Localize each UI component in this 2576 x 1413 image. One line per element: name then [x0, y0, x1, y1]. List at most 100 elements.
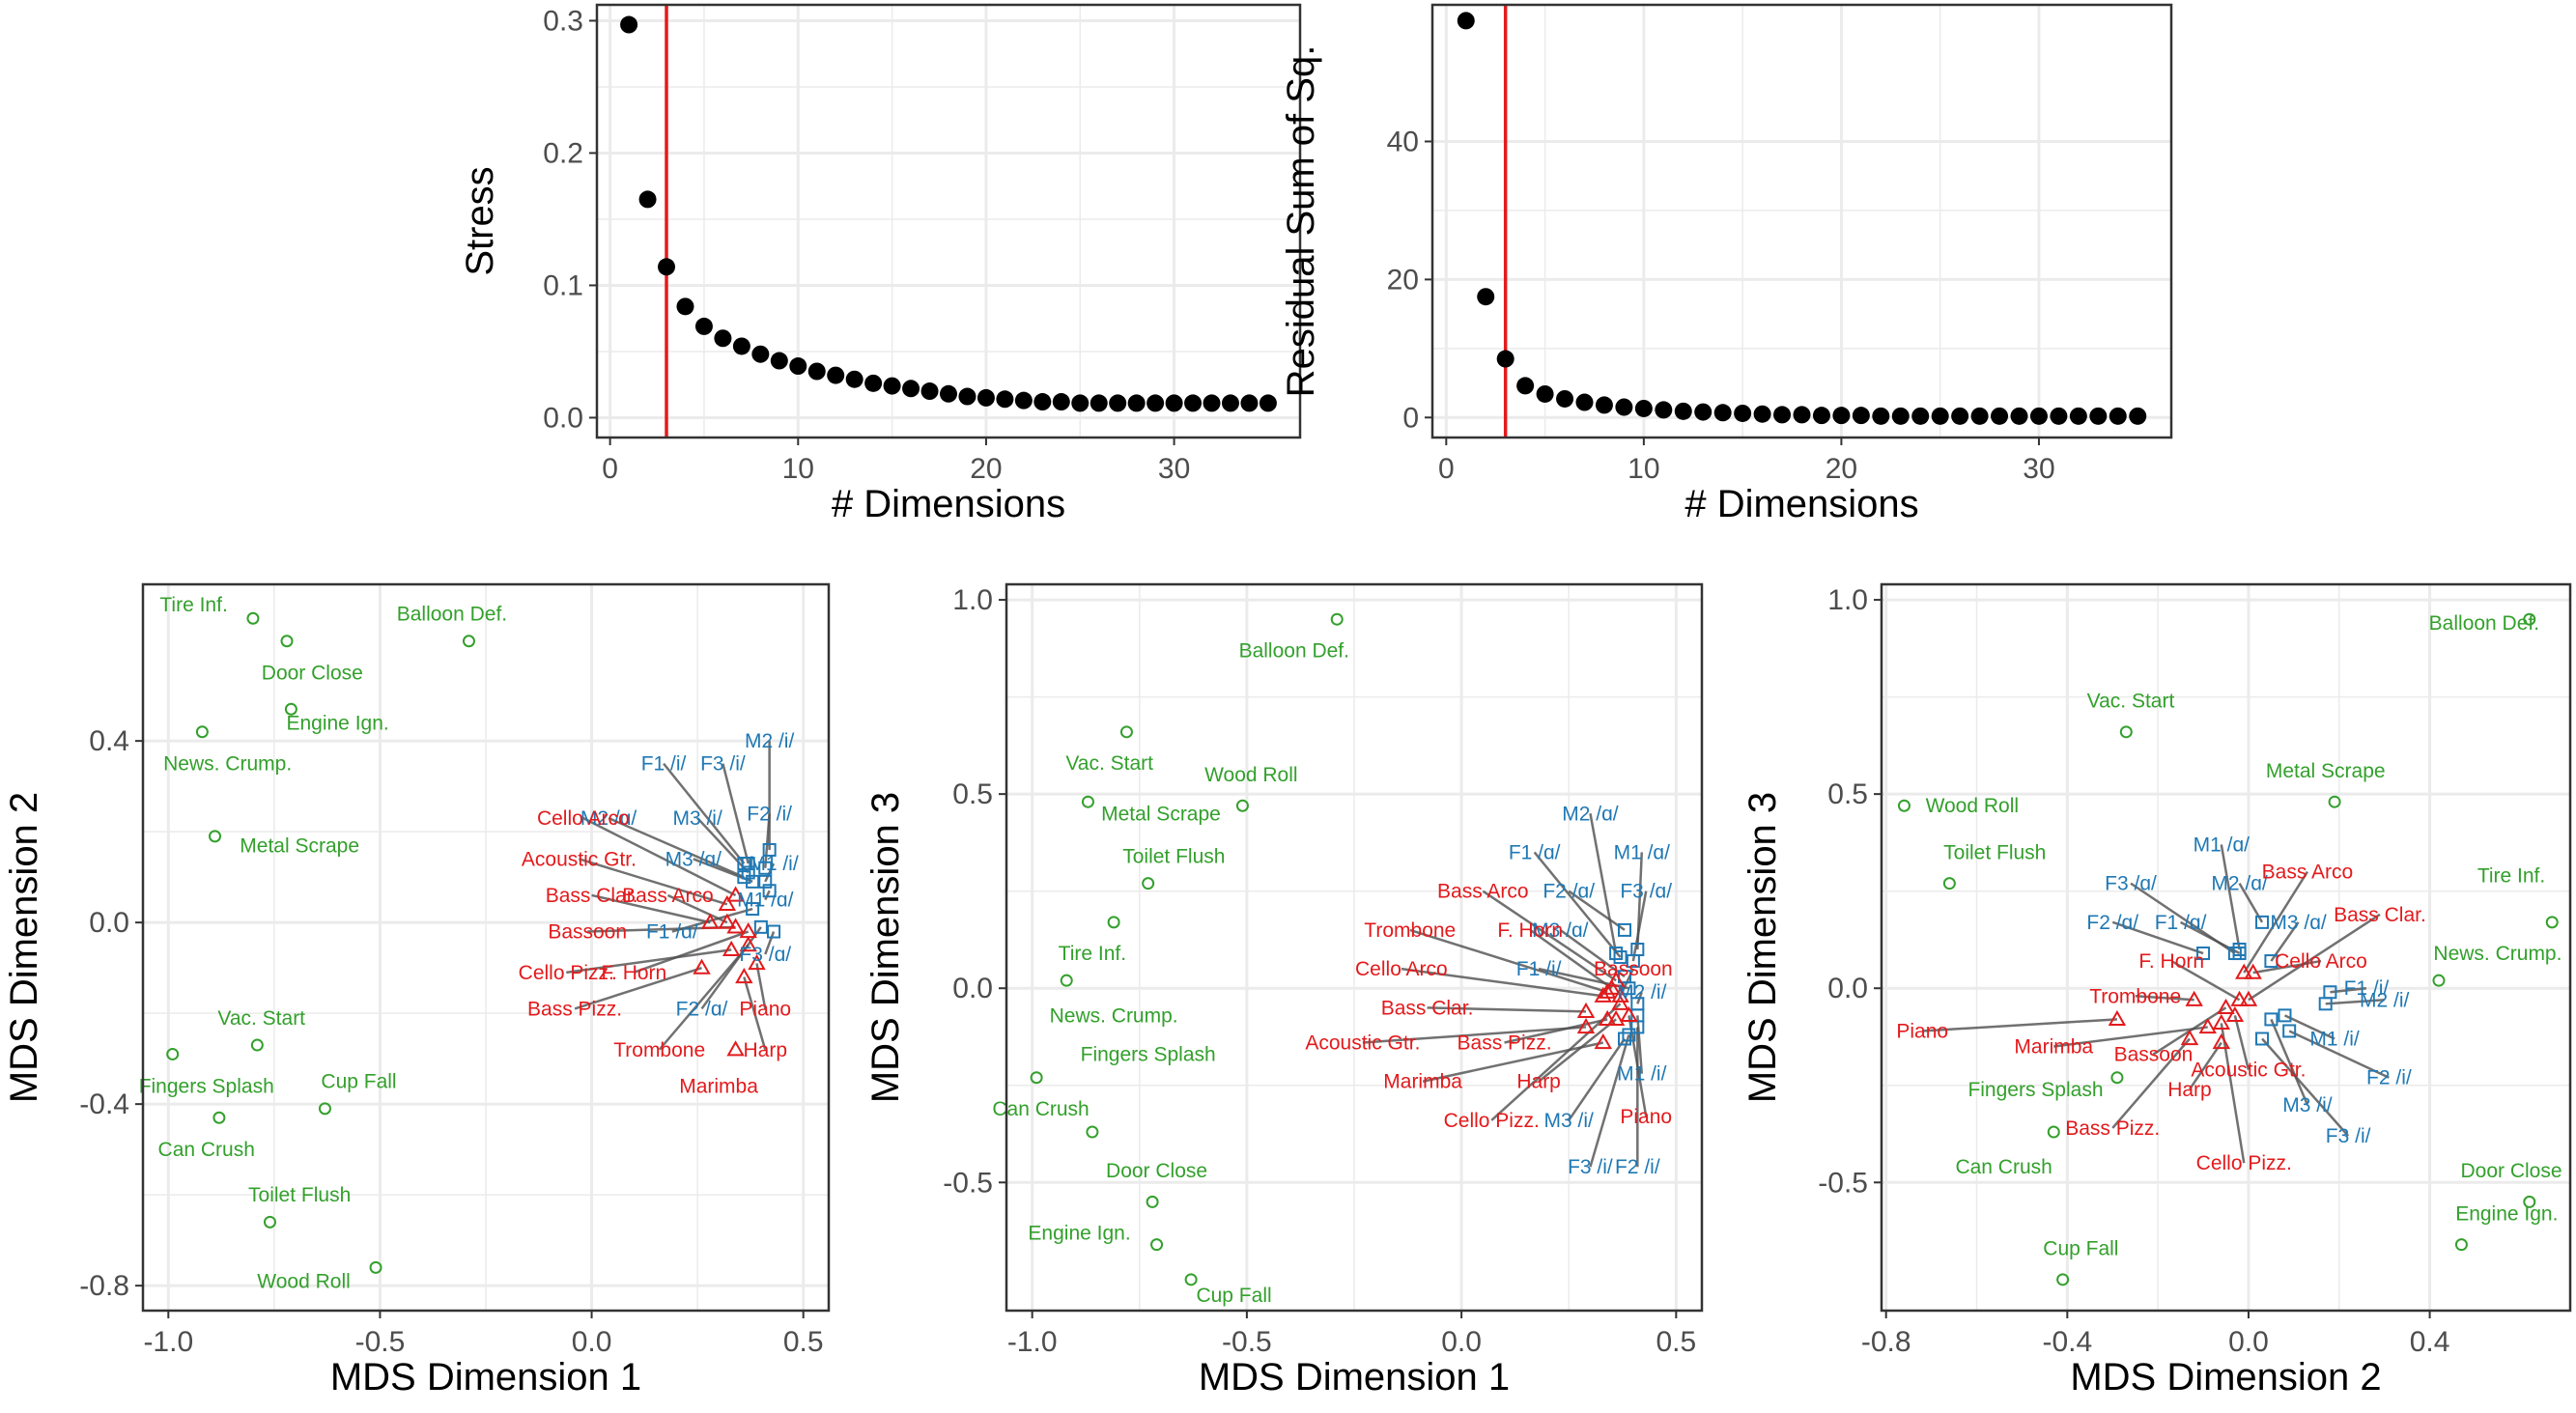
label-leader-line	[722, 763, 750, 864]
marker-fingers-splash	[166, 1047, 180, 1060]
label-leader-line	[1568, 1037, 1627, 1121]
point-label-can-crush: Can Crush	[158, 1139, 255, 1161]
label-leader-line	[700, 926, 762, 1010]
point-label-f2-i: F2 /i/	[2366, 1067, 2412, 1089]
point-label-f3-i: F3 /i/	[700, 753, 746, 776]
x-tick-label: 0	[1438, 453, 1455, 485]
y-axis-title: Residual Sum of Sq.	[1280, 45, 1322, 398]
data-point	[1052, 393, 1070, 411]
label-leader-line	[1490, 1003, 1622, 1121]
data-point	[1615, 398, 1633, 416]
data-point	[1033, 393, 1052, 411]
x-axis-title: # Dimensions	[832, 483, 1065, 525]
marker-m2	[1609, 947, 1624, 961]
data-point	[694, 317, 713, 335]
panel-background	[597, 5, 1300, 438]
point-label-m2-i: M2 /i/	[1617, 981, 1667, 1003]
label-leader-line	[1568, 890, 1626, 931]
data-point	[2010, 407, 2028, 425]
label-leader-line	[1533, 851, 1622, 958]
point-label-tire-inf: Tire Inf.	[159, 594, 227, 616]
marker-balloon-def	[462, 635, 475, 648]
point-label-f1-i: F1 /i/	[1516, 958, 1562, 980]
marker-wood-roll	[1235, 799, 1249, 812]
data-point	[2129, 407, 2147, 425]
point-label-cup-fall: Cup Fall	[2043, 1238, 2118, 1260]
point-label-m2: M2 /ɑ/	[580, 807, 637, 830]
data-point	[770, 352, 788, 370]
marker-cello-pizz	[2212, 1013, 2231, 1031]
marker-m2-i	[762, 842, 777, 857]
marker-metal-scrape	[209, 830, 222, 843]
y-tick-label: 20	[1387, 264, 1419, 296]
marker-m2	[737, 870, 751, 885]
point-label-metal-scrape: Metal Scrape	[2266, 760, 2386, 782]
data-point	[1734, 404, 1752, 422]
marker-cello-arco	[2244, 963, 2262, 979]
y-tick-label: 0.5	[1827, 778, 1868, 810]
point-label-bassoon: Bassoon	[2114, 1044, 2194, 1066]
y-tick-label: 1.0	[1827, 584, 1868, 616]
label-leader-line	[1401, 967, 1603, 998]
x-tick-label: 30	[2023, 453, 2054, 485]
x-axis-title: # Dimensions	[1684, 483, 1918, 525]
label-leader-line	[1482, 890, 1617, 982]
point-label-wood-roll: Wood Roll	[1926, 795, 2020, 817]
marker-harp	[735, 968, 753, 984]
x-tick-label: 10	[782, 453, 814, 485]
point-label-m3: M3 /ɑ/	[2270, 912, 2327, 934]
marker-bass-clar	[2239, 990, 2258, 1006]
residual-sum-of-squares-panel: 0 10 20 30 0 20 40 # Dimensions Residual Sum of …	[1280, 3, 2173, 525]
marker-fingers-splash	[1030, 1071, 1043, 1085]
marker-vac-start	[1119, 725, 1133, 739]
point-label-bassoon: Bassoon	[1594, 958, 1673, 980]
point-label-bass-pizz: Bass Pizz.	[527, 998, 622, 1020]
label-leader-line	[1589, 1034, 1630, 1168]
point-label-harp: Harp	[2167, 1079, 2212, 1101]
label-leader-line	[743, 976, 767, 1051]
point-label-can-crush: Can Crush	[992, 1098, 1089, 1120]
data-point	[1911, 407, 1930, 425]
marker-cello-arco	[1594, 986, 1613, 1003]
x-tick-label: 0.5	[783, 1326, 824, 1358]
point-label-trombone: Trombone	[2089, 985, 2181, 1007]
marker-vac-start	[2119, 725, 2133, 739]
point-label-toilet-flush: Toilet Flush	[248, 1184, 351, 1206]
point-label-m2-i: M2 /i/	[2360, 989, 2410, 1011]
point-label-wood-roll: Wood Roll	[257, 1270, 351, 1292]
marker-bass-pizz	[2180, 1029, 2199, 1046]
point-label-cello-pizz: Cello Pizz.	[2196, 1152, 2292, 1174]
marker-piano	[2108, 1009, 2127, 1027]
label-leader-line	[658, 944, 750, 1051]
data-point	[1852, 407, 1870, 425]
data-point	[1165, 394, 1183, 412]
data-point	[1951, 407, 1969, 425]
marker-cello-arco	[726, 886, 745, 902]
label-leader-line	[1636, 1015, 1644, 1074]
point-label-balloon-def: Balloon Def.	[2429, 612, 2539, 635]
y-axis-title: MDS Dimension 3	[864, 792, 907, 1103]
label-leader-line	[608, 816, 745, 879]
mds-dim1-vs-dim2-panel: -1.0 -0.5 0.0 0.5 -0.8 -0.4 0.0 0.4 MDS Dimensio…	[3, 582, 831, 1399]
label-leader-line	[2111, 1037, 2191, 1129]
x-tick-label: -0.8	[1861, 1326, 1911, 1358]
point-label-harp: Harp	[1516, 1071, 1561, 1093]
marker-engine-ign	[1150, 1238, 1164, 1252]
y-tick-label: 0.1	[543, 269, 583, 301]
data-point	[864, 374, 883, 392]
marker-m2-i	[2318, 997, 2333, 1011]
point-label-vac-start: Vac. Start	[1065, 752, 1153, 775]
marker-f2	[1618, 922, 1631, 937]
data-point	[1891, 407, 1910, 425]
point-label-m2-i: M2 /i/	[745, 730, 795, 752]
point-label-vac-start: Vac. Start	[217, 1007, 305, 1030]
label-leader-line	[591, 893, 711, 924]
panel-background	[1432, 5, 2171, 438]
label-leader-line	[1922, 1018, 2117, 1032]
point-label-cup-fall: Cup Fall	[1196, 1285, 1271, 1307]
point-label-m2: M2 /ɑ/	[1562, 803, 1619, 825]
label-leader-line	[1529, 928, 1613, 990]
x-tick-label: -0.5	[355, 1326, 406, 1358]
marker-cello-pizz	[1611, 994, 1629, 1010]
marker-tire-inf	[246, 611, 260, 625]
